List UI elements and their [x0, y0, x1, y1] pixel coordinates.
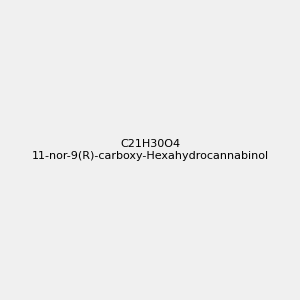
Text: C21H30O4
11-nor-9(R)-carboxy-Hexahydrocannabinol: C21H30O4 11-nor-9(R)-carboxy-Hexahydroca… [32, 139, 268, 161]
